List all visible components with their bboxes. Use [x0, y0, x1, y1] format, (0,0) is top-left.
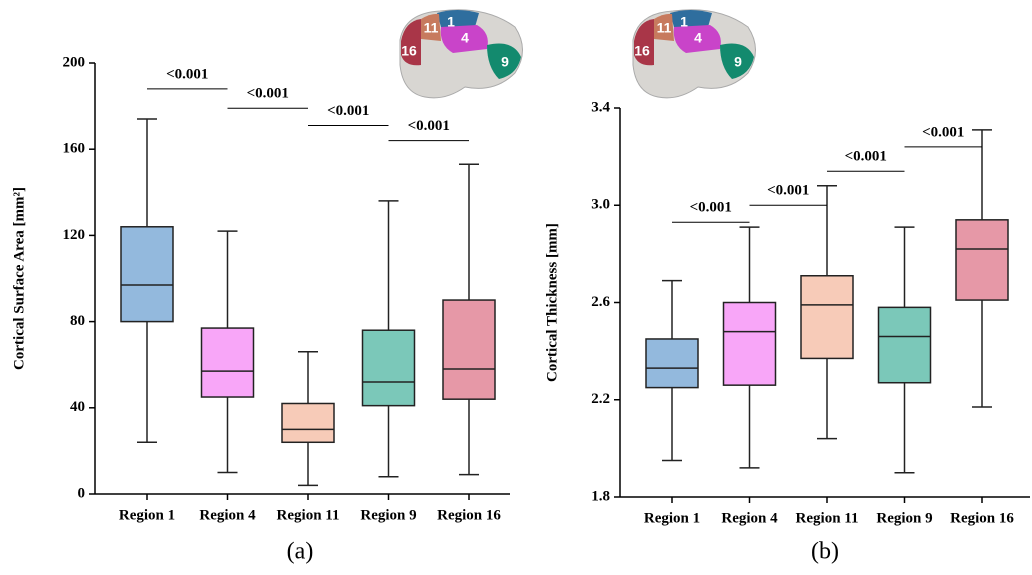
- x-tick-label: Region 9: [360, 507, 416, 523]
- box: [120, 226, 174, 323]
- significance-label: <0.001: [408, 118, 450, 134]
- region: [487, 43, 521, 79]
- box: [442, 299, 496, 400]
- box: [955, 219, 1009, 301]
- x-tick-label: Region 1: [644, 510, 700, 526]
- significance-label: <0.001: [327, 103, 369, 119]
- region: [401, 19, 421, 66]
- inset-label: 1: [447, 14, 455, 30]
- box: [722, 301, 777, 386]
- significance-label: <0.001: [690, 200, 732, 216]
- x-tick-label: Region 1: [119, 507, 175, 523]
- x-tick-label: Region 4: [721, 510, 778, 526]
- region: [634, 19, 654, 66]
- inset-label: 11: [424, 20, 439, 36]
- x-tick-label: Region 11: [796, 510, 859, 526]
- region: [437, 10, 479, 27]
- brain-inset: 14 9 11 16: [632, 9, 756, 99]
- y-tick-label: 160: [63, 141, 86, 157]
- significance-label: <0.001: [922, 124, 964, 140]
- y-tick-label: 40: [70, 399, 85, 415]
- box: [361, 329, 416, 407]
- region: [654, 13, 674, 41]
- region: [720, 43, 754, 79]
- y-tick-label: 0: [78, 485, 86, 501]
- brain-inset: 14 9 11 16: [399, 9, 523, 99]
- box: [645, 338, 699, 389]
- y-tick-label: 120: [63, 227, 86, 243]
- region: [440, 25, 488, 53]
- significance-label: <0.001: [247, 86, 289, 102]
- box: [800, 275, 854, 360]
- y-tick-label: 80: [70, 313, 85, 329]
- y-tick-label: 3.0: [591, 197, 610, 213]
- inset-label: 1: [680, 14, 688, 30]
- region: [670, 10, 712, 27]
- inset-label: 9: [734, 54, 742, 70]
- inset-label: 4: [461, 30, 469, 46]
- inset-label: 11: [657, 20, 672, 36]
- x-tick-label: Region 16: [950, 510, 1014, 526]
- y-tick-label: 200: [63, 54, 86, 70]
- inset-label: 16: [401, 43, 417, 59]
- x-tick-label: Region 11: [277, 507, 340, 523]
- y-axis-label: Cortical Thickness [mm]: [544, 223, 560, 382]
- y-axis-label: Cortical Surface Area [mm²]: [11, 187, 27, 370]
- region: [421, 13, 441, 41]
- significance-label: <0.001: [845, 149, 887, 165]
- y-tick-label: 1.8: [591, 488, 610, 504]
- box: [281, 402, 335, 444]
- box: [200, 327, 255, 398]
- inset-label: 16: [634, 43, 650, 59]
- x-tick-label: Region 4: [199, 507, 256, 523]
- caption: (a): [287, 539, 314, 565]
- region: [673, 25, 721, 53]
- x-tick-label: Region 16: [437, 507, 501, 523]
- caption: (b): [811, 539, 839, 565]
- significance-label: <0.001: [166, 66, 208, 82]
- inset-label: 9: [501, 54, 509, 70]
- x-tick-label: Region 9: [876, 510, 932, 526]
- y-tick-label: 3.4: [591, 99, 610, 115]
- inset-label: 4: [694, 30, 702, 46]
- significance-label: <0.001: [767, 183, 809, 199]
- y-tick-label: 2.6: [591, 294, 610, 310]
- box: [877, 306, 932, 384]
- y-tick-label: 2.2: [591, 391, 610, 407]
